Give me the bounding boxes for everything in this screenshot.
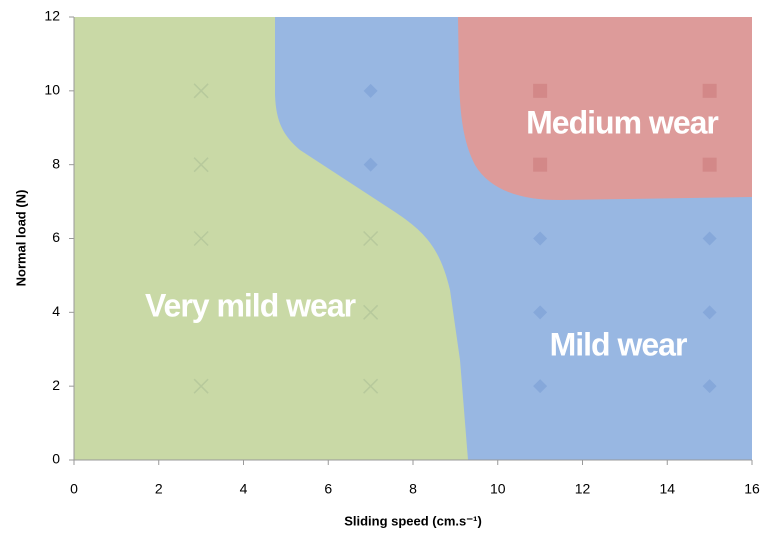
y-tick-label: 0 [52, 451, 60, 467]
square-point [533, 83, 548, 98]
diamond-point [533, 379, 548, 394]
y-tick-label: 10 [44, 82, 60, 98]
region-label: Medium wear [526, 104, 718, 140]
y-tick-label: 2 [52, 377, 60, 393]
x-tick-label: 10 [490, 481, 506, 497]
y-tick-label: 4 [52, 303, 60, 319]
very-mild-region [74, 17, 468, 460]
x-tick-label: 12 [575, 481, 591, 497]
y-tick-label: 6 [52, 229, 60, 245]
y-tick-label: 12 [44, 8, 60, 24]
x-tick-label: 6 [324, 481, 332, 497]
cross-point [363, 378, 379, 394]
medium-region [458, 17, 752, 200]
y-tick-label: 8 [52, 155, 60, 171]
diamond-point [533, 305, 548, 320]
square-point [702, 157, 717, 172]
x-tick-label: 16 [744, 481, 760, 497]
diamond-point [363, 157, 378, 172]
x-tick-label: 8 [409, 481, 417, 497]
regions [74, 17, 752, 460]
diamond-point [702, 305, 717, 320]
cross-point [363, 304, 379, 320]
diamond-point [363, 83, 378, 98]
diamond-point [533, 231, 548, 246]
y-axis-label: Normal load (N) [13, 190, 28, 287]
cross-point [193, 378, 209, 394]
region-label: Mild wear [550, 326, 687, 362]
region-label: Very mild wear [145, 287, 356, 323]
square-point [533, 157, 548, 172]
cross-point [193, 83, 209, 99]
cross-point [193, 157, 209, 173]
x-tick-label: 2 [155, 481, 163, 497]
x-tick-label: 0 [70, 481, 78, 497]
x-tick-label: 14 [659, 481, 675, 497]
square-point [702, 83, 717, 98]
cross-point [193, 230, 209, 247]
x-tick-label: 4 [240, 481, 248, 497]
diamond-point [702, 379, 717, 394]
diamond-point [702, 231, 717, 246]
cross-point [363, 230, 379, 247]
x-axis-label: Sliding speed (cm.s⁻¹) [344, 513, 482, 528]
